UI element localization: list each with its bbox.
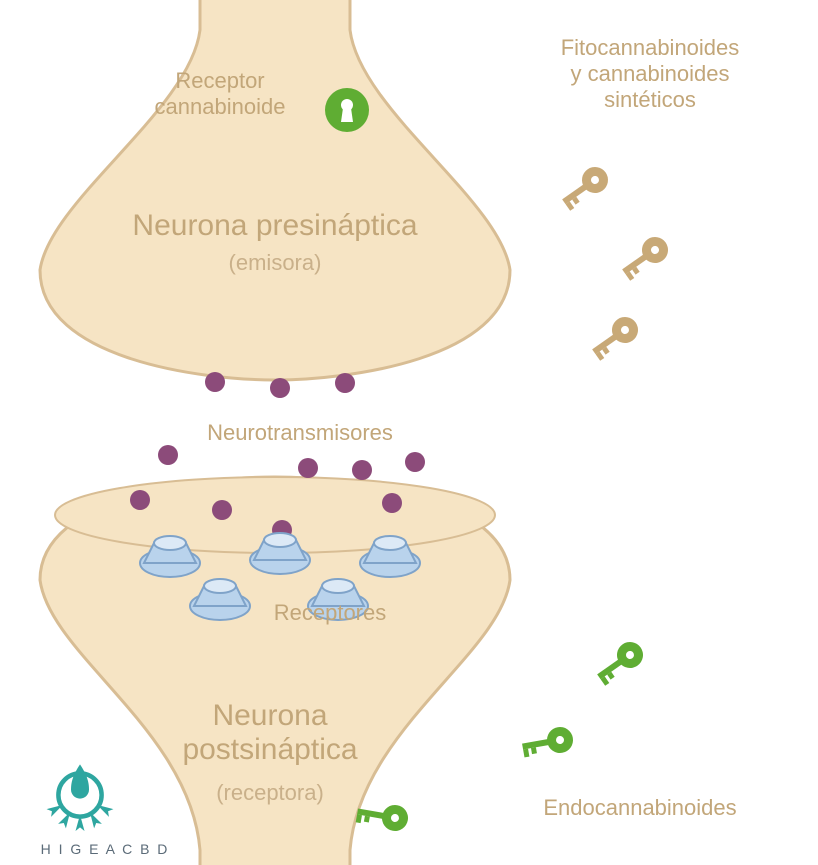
neurotransmitter-dot [212, 500, 232, 520]
neurotransmitter-dot [270, 378, 290, 398]
svg-text:(receptora): (receptora) [216, 780, 324, 805]
logo-text: H I G E A C B D [41, 841, 170, 857]
cannabinoid-receptor-lock-icon [325, 88, 369, 132]
svg-text:y cannabinoides: y cannabinoides [570, 61, 729, 86]
svg-text:cannabinoide: cannabinoide [155, 94, 286, 119]
svg-text:Receptores: Receptores [274, 600, 387, 625]
svg-text:postsináptica: postsináptica [182, 733, 357, 766]
neurotransmitter-dot [405, 452, 425, 472]
neurotransmitter-dot [158, 445, 178, 465]
neurotransmitter-dot [205, 372, 225, 392]
label-neurotransmisores: Neurotransmisores [207, 420, 393, 445]
svg-text:Receptor: Receptor [175, 68, 264, 93]
neurotransmitter-dot [335, 373, 355, 393]
diagram-stage: Receptorcannabinoide Fitocannabinoidesy c… [0, 0, 818, 865]
neurotransmitter-dot [352, 460, 372, 480]
label-receptores: Receptores [274, 600, 387, 625]
svg-text:Neurona: Neurona [212, 699, 327, 732]
svg-text:Fitocannabinoides: Fitocannabinoides [561, 35, 740, 60]
neurotransmitter-dot [130, 490, 150, 510]
svg-text:sintéticos: sintéticos [604, 87, 696, 112]
neurotransmitter-dot [298, 458, 318, 478]
label-endocannabinoides: Endocannabinoides [543, 795, 736, 820]
svg-text:Neurona presináptica: Neurona presináptica [132, 209, 417, 242]
svg-text:Endocannabinoides: Endocannabinoides [543, 795, 736, 820]
svg-text:Neurotransmisores: Neurotransmisores [207, 420, 393, 445]
neurotransmitter-dot [382, 493, 402, 513]
svg-text:(emisora): (emisora) [229, 250, 322, 275]
diagram-svg: Receptorcannabinoide Fitocannabinoidesy c… [0, 0, 818, 865]
